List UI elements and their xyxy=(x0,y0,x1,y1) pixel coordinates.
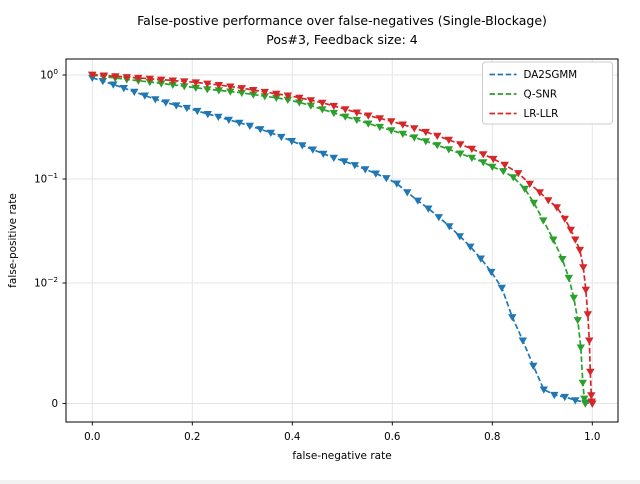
chart-subtitle: Pos#3, Feedback size: 4 xyxy=(266,32,418,47)
y-tick-label: 10−1 xyxy=(34,171,58,186)
y-tick-label: 0 xyxy=(51,398,58,410)
x-tick-label: 0.8 xyxy=(484,431,500,443)
legend-item-label: LR-LLR xyxy=(524,108,559,120)
plot-border xyxy=(65,58,619,423)
series-line-q-snr xyxy=(92,74,587,404)
x-tick-label: 0.4 xyxy=(284,431,300,443)
y-axis-label: false-positive rate xyxy=(7,193,19,288)
y-tick-label: 100 xyxy=(40,67,58,82)
chart-title: False-postive performance over false-neg… xyxy=(137,13,547,28)
x-tick-label: 1.0 xyxy=(584,431,600,443)
legend: DA2SGMM Q-SNR LR-LLR xyxy=(482,61,613,125)
legend-box xyxy=(482,61,613,125)
x-axis-label: false-negative rate xyxy=(292,450,391,462)
series-markers-da2sgmm xyxy=(88,74,597,408)
y-tick-label: 10−2 xyxy=(34,275,58,290)
legend-item-label: Q-SNR xyxy=(524,89,558,101)
series-line-da2sgmm xyxy=(92,76,593,405)
x-tick-label: 0.2 xyxy=(184,431,200,443)
legend-item-label: DA2SGMM xyxy=(524,69,578,81)
x-tick-label: 0.6 xyxy=(384,431,400,443)
series-layer xyxy=(88,71,597,408)
axes: 0.0 0.2 0.4 0.6 0.8 1.0 100 10−1 10−2 0 xyxy=(34,58,619,443)
x-tick-label: 0.0 xyxy=(84,431,100,443)
